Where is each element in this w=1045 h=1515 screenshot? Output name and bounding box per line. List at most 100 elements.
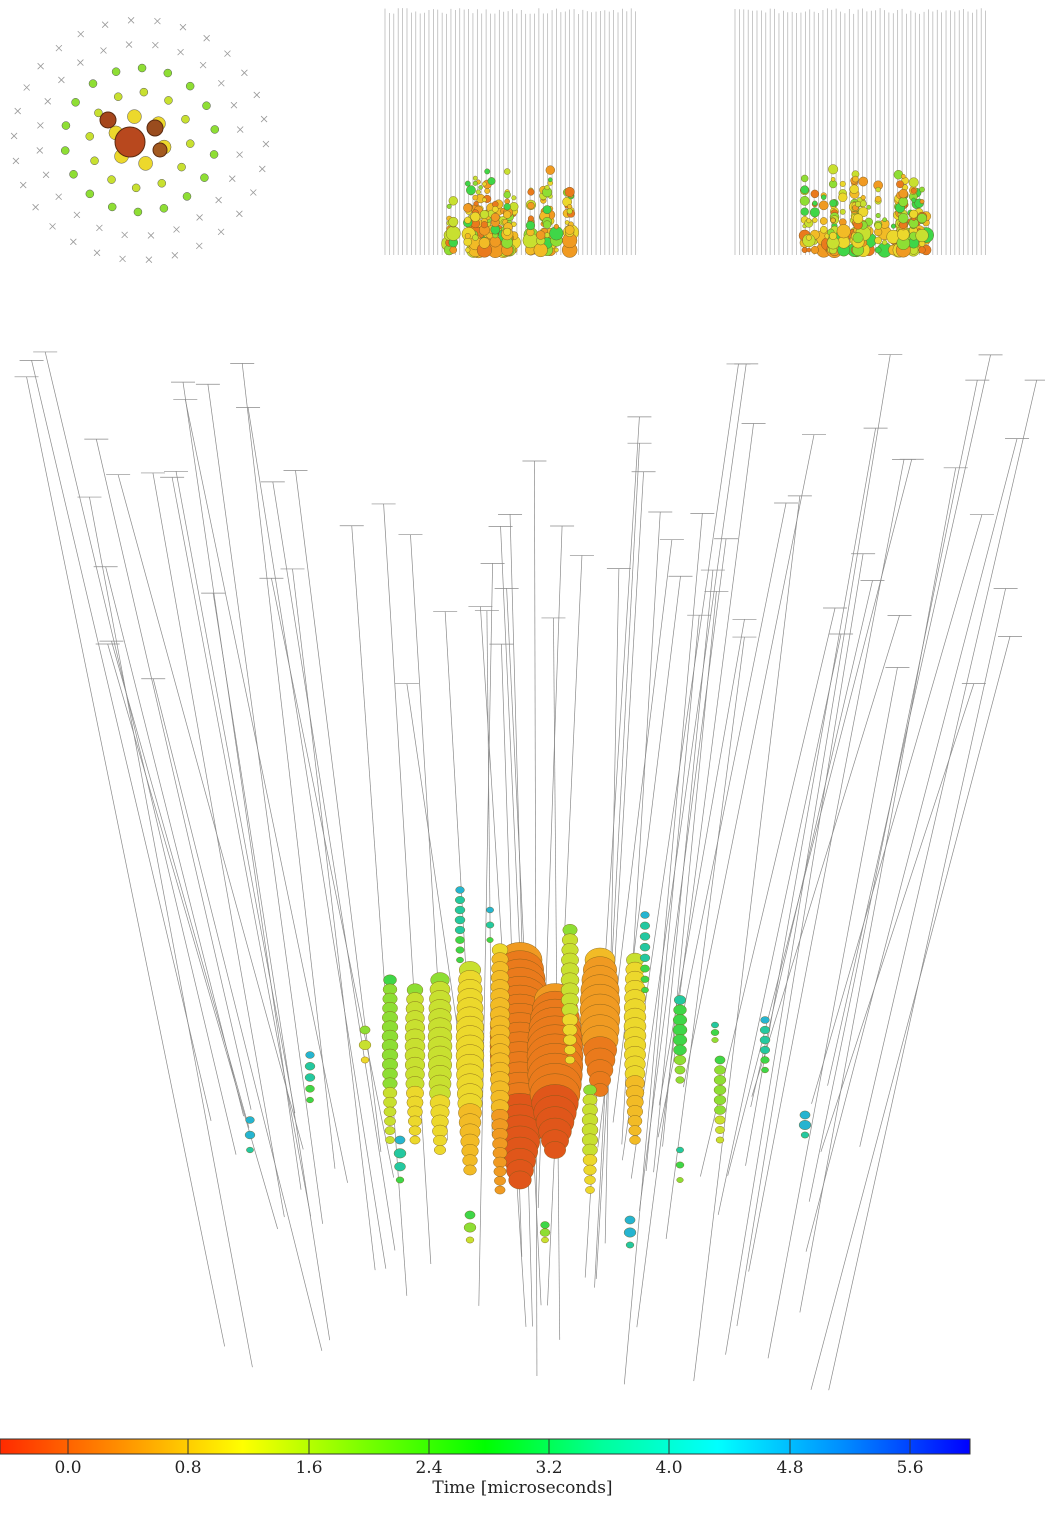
side-view-hit <box>836 224 851 239</box>
perspective-view-panel <box>14 351 1045 1391</box>
top-view-hit <box>164 96 173 105</box>
detector-string <box>630 363 747 1179</box>
detector-string <box>44 351 237 1155</box>
top-view-hit <box>90 156 99 166</box>
detector-string <box>612 576 681 1123</box>
side-view-hit <box>463 203 473 213</box>
dom-hit <box>395 1176 405 1184</box>
side-view-hit <box>542 205 552 215</box>
side-view-hit <box>466 185 476 196</box>
dom-hit <box>383 974 397 986</box>
top-view-string-marker <box>125 41 133 48</box>
dom-hit <box>508 1170 532 1190</box>
side-view-hit <box>839 208 846 215</box>
top-view-string-marker <box>73 211 81 219</box>
detector-string <box>623 513 703 1385</box>
side-view-hit <box>567 204 573 210</box>
side-view-hit <box>805 234 812 241</box>
detector-string <box>509 514 533 1327</box>
detector-string <box>639 538 727 1211</box>
dom-hit <box>408 1115 422 1127</box>
top-view-panel <box>10 17 270 263</box>
side-view-hit <box>910 187 917 194</box>
side-view-hit <box>525 220 536 231</box>
dom-hit <box>394 1162 406 1172</box>
dom-hit <box>494 1185 506 1195</box>
side-view-hit <box>874 236 882 245</box>
detector-string <box>383 503 432 1265</box>
dom-hit <box>463 1222 477 1233</box>
side-view-hit <box>898 197 909 207</box>
side-view-hit <box>470 211 481 222</box>
side-view-hit <box>473 201 479 207</box>
side-view-hit <box>472 234 479 241</box>
detector-string <box>665 637 745 1239</box>
top-view-string-marker <box>218 79 225 87</box>
top-view-string-marker <box>217 228 225 236</box>
side-view-hit <box>898 213 909 224</box>
top-view-string-marker <box>195 242 203 250</box>
dom-hit <box>715 1136 725 1144</box>
top-view-string-marker <box>70 238 77 246</box>
side-view-hit <box>480 221 488 229</box>
side-view-hit <box>800 185 809 195</box>
side-view-hit <box>464 180 471 187</box>
dom-hit <box>640 964 650 973</box>
side-view-hit <box>449 246 457 254</box>
side-view-hit <box>544 184 550 191</box>
side-view-hit <box>484 168 491 175</box>
side-view-hit <box>527 188 535 196</box>
side-view-hit <box>858 176 869 187</box>
side-view-hit <box>503 168 511 175</box>
side-view-hit <box>812 200 818 206</box>
top-view-string-marker <box>44 98 52 105</box>
side-view-hit <box>881 239 888 246</box>
top-view-hit <box>111 67 121 76</box>
side-view-hit <box>918 246 926 254</box>
side-view-hit <box>445 225 461 241</box>
top-view-string-marker <box>253 91 261 99</box>
side-view-hit <box>882 217 887 222</box>
top-view-string-marker <box>196 214 203 221</box>
top-view-hit <box>182 192 192 201</box>
side-view-hit <box>852 213 864 224</box>
side-view-hit <box>810 189 820 199</box>
dom-hit <box>675 1161 685 1169</box>
top-view-hit <box>88 79 98 88</box>
dom-hit <box>713 1095 727 1105</box>
detector-string <box>805 438 1018 1252</box>
side-view-hit <box>799 196 810 206</box>
colorbar-tick-label: 3.2 <box>535 1458 563 1478</box>
dom-hit <box>714 1055 726 1065</box>
dom-hit <box>640 975 650 983</box>
top-view-string-marker <box>230 101 238 109</box>
top-view-hit <box>94 108 103 118</box>
detector-string <box>717 633 842 1215</box>
dom-hit <box>485 921 495 929</box>
dom-hit <box>639 942 651 952</box>
dom-hit <box>641 986 649 994</box>
side-view-hit <box>527 215 534 222</box>
side-view-hit <box>852 232 864 244</box>
detector-string <box>683 434 815 1088</box>
detector-string <box>604 568 620 1244</box>
side-view-hit <box>890 223 896 229</box>
dom-hit <box>760 1016 770 1024</box>
side-view-hit <box>828 164 839 175</box>
top-view-hit <box>107 202 117 212</box>
detector-string <box>810 636 1011 1390</box>
top-view-string-marker <box>119 255 126 263</box>
side-view-hit <box>819 217 828 225</box>
side-view-hit <box>819 225 828 234</box>
dom-hit <box>673 1055 687 1065</box>
dom-hit <box>800 1131 810 1139</box>
dom-hit <box>583 1164 597 1176</box>
top-view-string-marker <box>121 231 128 239</box>
dom-hit <box>759 1045 771 1055</box>
top-view-string-marker <box>14 107 21 115</box>
dom-hit <box>564 1055 576 1065</box>
detector-string <box>594 443 640 1288</box>
side-view-hit <box>860 195 866 201</box>
dom-hit <box>672 1024 688 1036</box>
